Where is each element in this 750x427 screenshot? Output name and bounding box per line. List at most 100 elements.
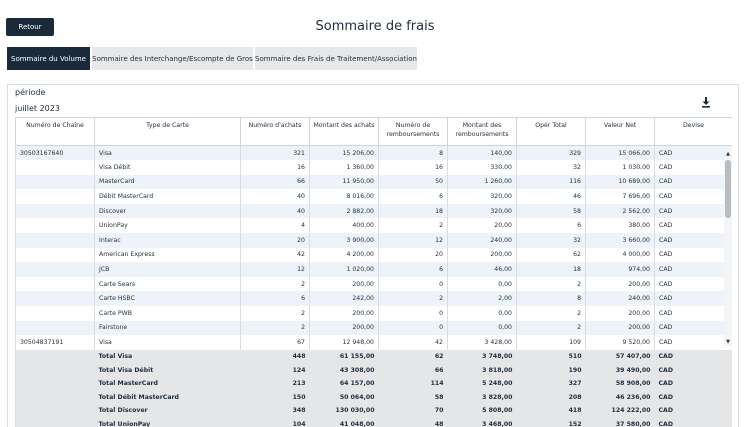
column-header[interactable]: Numéro d'achats bbox=[240, 117, 310, 146]
table-cell: 1 020,00 bbox=[309, 262, 379, 277]
table-row: MasterCard 66 11 950,00 50 1 260,00 116 10 689… bbox=[15, 174, 732, 190]
total-row: Total MasterCard 213 64 157,00 114 5 248,00 3… bbox=[15, 376, 732, 391]
table-cell: 1 030,00 bbox=[585, 160, 655, 175]
table-cell: 4 200,00 bbox=[309, 247, 379, 263]
table-cell: 20 bbox=[378, 247, 448, 263]
total-cell: 3 748,00 bbox=[447, 349, 517, 364]
column-header[interactable]: Valeur Net bbox=[585, 117, 655, 146]
table-cell: 20,00 bbox=[447, 218, 517, 234]
table-cell: Discover bbox=[94, 203, 241, 219]
download-icon[interactable] bbox=[700, 96, 712, 108]
table-cell bbox=[15, 233, 95, 248]
total-cell: Total Discover bbox=[94, 403, 241, 418]
table-cell: 0 bbox=[378, 320, 448, 336]
table-cell: 4 bbox=[240, 218, 310, 234]
column-header[interactable]: Numéro de remboursements bbox=[378, 117, 448, 146]
total-cell: 150 bbox=[240, 390, 310, 404]
table-cell: 200,00 bbox=[585, 306, 655, 321]
total-cell: 58 908,00 bbox=[585, 376, 655, 391]
table-cell: 6 bbox=[378, 189, 448, 204]
table-cell: 12 bbox=[378, 233, 448, 248]
table-cell: 320,00 bbox=[447, 203, 517, 219]
table-cell: 10 689,00 bbox=[585, 174, 655, 190]
tab-processing-fees-summary[interactable]: Sommaire des Frais de Traitement/Associa… bbox=[255, 47, 417, 70]
total-cell: 3 468,00 bbox=[447, 417, 517, 427]
table-cell: Débit MasterCard bbox=[94, 189, 241, 204]
total-spacer-cell bbox=[15, 403, 95, 418]
total-row: Total Visa 448 61 155,00 62 3 748,00 510 57 40… bbox=[15, 349, 732, 364]
total-cell: 66 bbox=[378, 363, 448, 377]
table-cell: 50 bbox=[378, 174, 448, 190]
column-header[interactable]: Opér Total bbox=[516, 117, 586, 146]
total-cell: 5 248,00 bbox=[447, 376, 517, 391]
total-spacer-cell bbox=[15, 390, 95, 404]
total-cell: 39 490,00 bbox=[585, 363, 655, 377]
table-cell bbox=[15, 247, 95, 263]
table-scrollbar[interactable]: ▲ ▼ bbox=[724, 150, 732, 346]
table-cell: 116 bbox=[516, 174, 586, 190]
scroll-up-icon[interactable]: ▲ bbox=[726, 151, 730, 157]
column-header[interactable]: Montant des achats bbox=[309, 117, 379, 146]
table-cell: 32 bbox=[516, 160, 586, 175]
table-cell: CAD bbox=[654, 203, 732, 219]
table-cell: Visa Débit bbox=[94, 160, 241, 175]
tab-volume-summary[interactable]: Sommaire du Volume bbox=[7, 47, 90, 70]
total-cell: CAD bbox=[654, 403, 732, 418]
table-cell: 11 950,00 bbox=[309, 174, 379, 190]
table-cell: American Express bbox=[94, 247, 241, 263]
table-cell: 200,00 bbox=[447, 247, 517, 263]
period-label: période bbox=[15, 88, 46, 97]
total-cell: 46 236,00 bbox=[585, 390, 655, 404]
total-cell: Total MasterCard bbox=[94, 376, 241, 391]
table-cell: 2 bbox=[378, 218, 448, 234]
column-header[interactable]: Numéro de Chaîne bbox=[15, 117, 95, 146]
table-cell: 3 428,00 bbox=[447, 335, 517, 350]
table-body: 30503167640 Visa 321 15 206,00 8 140,00 329 15 … bbox=[15, 145, 732, 427]
table-cell: 12 bbox=[240, 262, 310, 277]
table-cell: CAD bbox=[654, 291, 732, 307]
table-cell: 18 bbox=[378, 203, 448, 219]
table-cell: UnionPay bbox=[94, 218, 241, 234]
total-row: Total Discover 348 130 030,00 70 5 808,00 418… bbox=[15, 403, 732, 418]
volume-table: Numéro de Chaîne Type de Carte Numéro d'… bbox=[15, 117, 732, 427]
table-cell: CAD bbox=[654, 306, 732, 321]
table-cell bbox=[15, 320, 95, 336]
total-spacer-cell bbox=[15, 376, 95, 391]
table-cell: 2 bbox=[240, 320, 310, 336]
tab-interchange-summary[interactable]: Sommaire des Interchange/Escompte de Gro… bbox=[92, 47, 253, 70]
scrollbar-thumb[interactable] bbox=[725, 160, 731, 218]
total-row: Total UnionPay 104 41 048,00 48 3 468,00 152 3… bbox=[15, 417, 732, 427]
table-cell: 0,00 bbox=[447, 276, 517, 292]
total-cell: 43 308,00 bbox=[309, 363, 379, 377]
table-cell: Carte PWB bbox=[94, 306, 241, 321]
table-row: UnionPay 4 400,00 2 20,00 6 380,00 CAD bbox=[15, 218, 732, 234]
volume-table-container: Numéro de Chaîne Type de Carte Numéro d'… bbox=[15, 117, 732, 427]
column-header[interactable]: Type de Carte bbox=[94, 117, 241, 146]
total-cell: 213 bbox=[240, 376, 310, 391]
table-row: Carte Sears 2 200,00 0 0,00 2 200,00 CAD bbox=[15, 276, 732, 292]
table-cell bbox=[15, 306, 95, 321]
table-cell: 200,00 bbox=[585, 320, 655, 336]
table-cell: 2 bbox=[240, 276, 310, 292]
table-cell: 200,00 bbox=[309, 276, 379, 292]
table-cell: 240,00 bbox=[447, 233, 517, 248]
total-cell: 124 222,00 bbox=[585, 403, 655, 418]
total-cell: 48 bbox=[378, 417, 448, 427]
back-button[interactable]: Retour bbox=[6, 18, 54, 36]
column-header[interactable]: Devise bbox=[654, 117, 732, 146]
table-cell: 4 000,00 bbox=[585, 247, 655, 263]
total-cell: 510 bbox=[516, 349, 586, 364]
column-header[interactable]: Montant des remboursements bbox=[447, 117, 517, 146]
table-cell: CAD bbox=[654, 247, 732, 263]
table-cell: 40 bbox=[240, 189, 310, 204]
total-cell: CAD bbox=[654, 390, 732, 404]
total-cell: CAD bbox=[654, 363, 732, 377]
table-cell: CAD bbox=[654, 320, 732, 336]
table-cell: 240,00 bbox=[585, 291, 655, 307]
table-cell: 40 bbox=[240, 203, 310, 219]
table-cell: 2 bbox=[378, 291, 448, 307]
table-cell: 6 bbox=[240, 291, 310, 307]
table-cell: CAD bbox=[654, 145, 732, 161]
table-cell: 66 bbox=[240, 174, 310, 190]
scroll-down-icon[interactable]: ▼ bbox=[726, 339, 730, 345]
